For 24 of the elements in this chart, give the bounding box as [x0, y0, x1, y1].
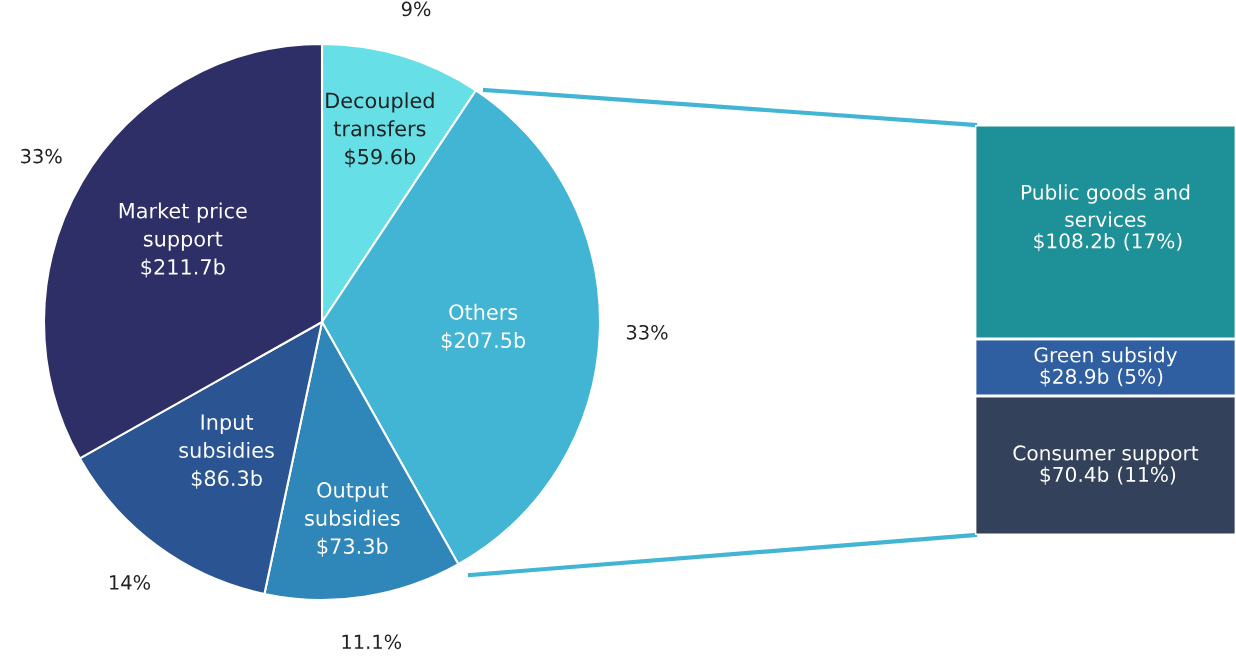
slice-label: Output subsidies	[305, 482, 400, 526]
annotation: (11%)	[1118, 466, 1176, 485]
text: 33%	[626, 324, 668, 340]
data-label: $108.2b	[1034, 232, 1115, 252]
series-label: Green subsidy	[1034, 346, 1177, 367]
slice-label: Decoupled transfers	[326, 92, 434, 137]
data-label: $73.3b	[317, 537, 388, 557]
data-label: $211.7b	[141, 258, 225, 278]
slice-label: Input subsidies	[179, 414, 274, 459]
text: 9%	[401, 1, 431, 17]
data-label: $70.4b	[1040, 466, 1109, 485]
text: 11.1%	[342, 634, 402, 650]
text: 14%	[110, 575, 151, 590]
data-label: $28.9b	[1040, 368, 1109, 387]
series-label: Consumer support	[1013, 445, 1199, 465]
slice-label: Others	[449, 303, 518, 320]
annotation: (17%)	[1124, 232, 1182, 251]
data-label: $86.3b	[191, 469, 262, 489]
series-label: Public goods and services	[1021, 184, 1190, 228]
text: 33%	[21, 148, 62, 164]
data-label: $59.6b	[345, 148, 416, 168]
annotation: (5%)	[1118, 368, 1163, 387]
data-label: $207.5b	[441, 331, 526, 351]
slice-label: Market price support	[119, 202, 247, 251]
